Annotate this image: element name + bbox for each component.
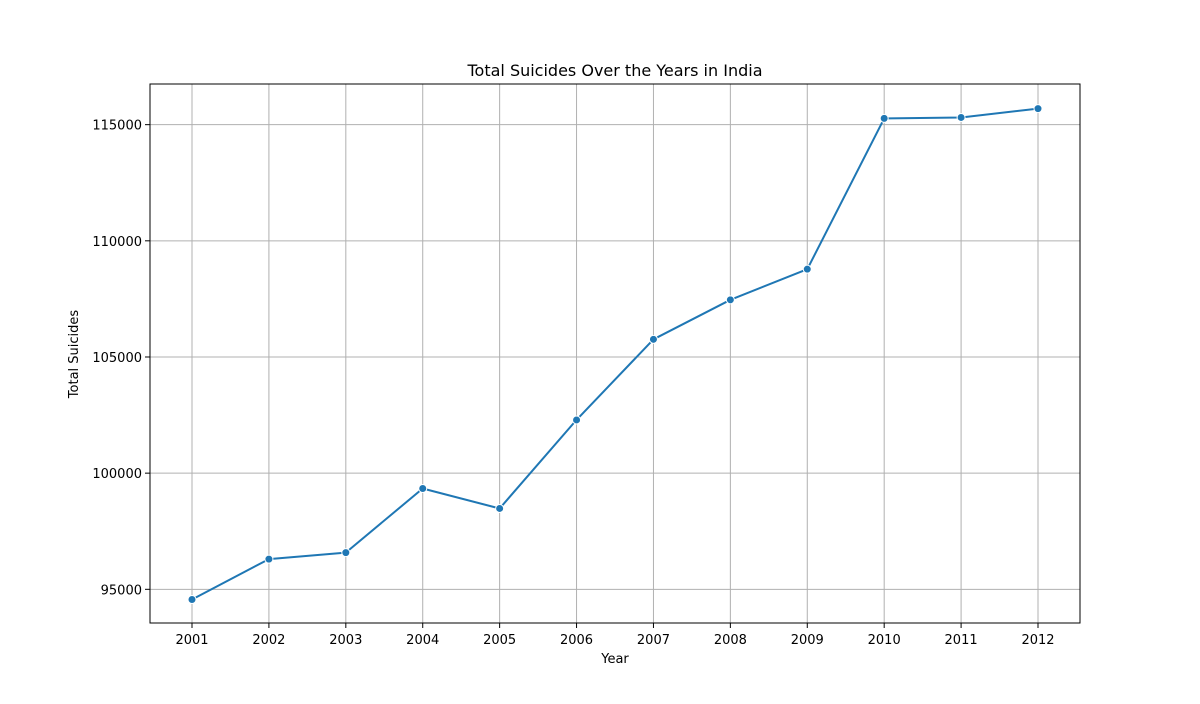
data-points (187, 104, 1043, 605)
data-point (187, 595, 197, 605)
x-tick-label: 2009 (791, 633, 824, 648)
chart-title: Total Suicides Over the Years in India (466, 61, 762, 80)
data-point (1033, 104, 1043, 114)
y-axis-ticks: 95000 100000 105000 110000 115000 (92, 119, 150, 598)
data-point (572, 415, 582, 425)
x-tick-label: 2003 (329, 633, 362, 648)
x-tick-label: 2001 (175, 633, 208, 648)
data-point (418, 483, 428, 493)
x-tick-label: 2004 (406, 633, 439, 648)
data-point (648, 334, 658, 344)
data-point (879, 113, 889, 123)
grid-lines (150, 84, 1080, 623)
x-tick-label: 2010 (868, 633, 901, 648)
data-point (264, 554, 274, 564)
data-point (341, 548, 351, 558)
x-axis-label: Year (600, 652, 629, 667)
x-axis-ticks: 2001 2002 2003 2004 2005 2006 2007 2008 2009 2010… (175, 623, 1055, 648)
x-tick-label: 2006 (560, 633, 593, 648)
x-tick-label: 2012 (1021, 633, 1054, 648)
series-layer (191, 107, 1039, 601)
y-tick-label: 110000 (92, 235, 142, 250)
plot-area-frame (149, 83, 1081, 624)
y-axis-label: Total Suicides (67, 310, 82, 400)
data-point (802, 264, 812, 274)
x-tick-label: 2011 (945, 633, 978, 648)
data-point (956, 112, 966, 122)
y-tick-label: 95000 (101, 583, 142, 598)
y-tick-label: 105000 (92, 351, 142, 366)
data-point (495, 503, 505, 513)
y-tick-label: 115000 (92, 119, 142, 134)
x-tick-label: 2005 (483, 633, 516, 648)
x-tick-label: 2007 (637, 633, 670, 648)
x-tick-label: 2008 (714, 633, 747, 648)
series-line (191, 107, 1039, 601)
data-point (725, 295, 735, 305)
y-tick-label: 100000 (92, 467, 142, 482)
x-tick-label: 2002 (252, 633, 285, 648)
